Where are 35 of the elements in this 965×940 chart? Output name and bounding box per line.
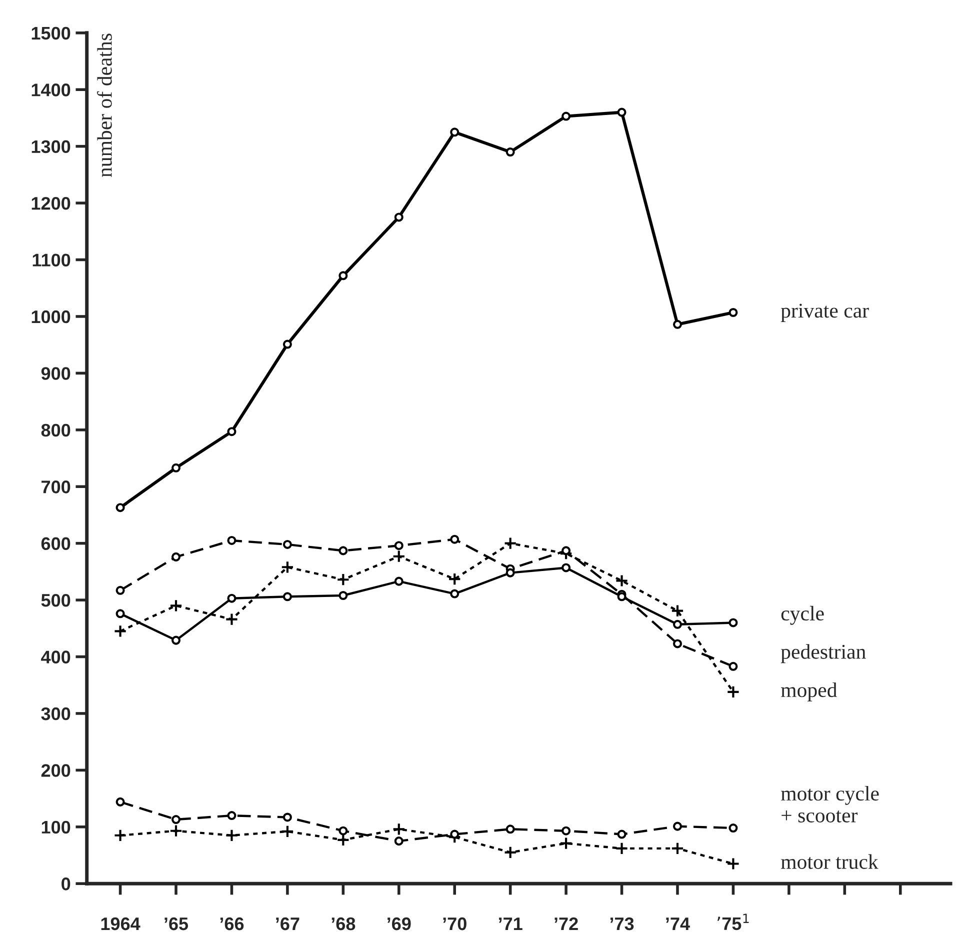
y-tick-label: 300 bbox=[41, 707, 70, 720]
x-tick-label: ’74 bbox=[666, 918, 690, 930]
x-tick-label: ’69 bbox=[388, 917, 411, 930]
y-axis-title: number of deaths bbox=[97, 34, 112, 178]
text: moped bbox=[781, 682, 838, 702]
y-tick-label: 600 bbox=[41, 537, 70, 550]
x-tick-label: ’72 bbox=[554, 917, 578, 930]
x-tick-label: ’75$^{1}$ bbox=[717, 914, 749, 930]
x-tick-label: ’65 bbox=[164, 917, 188, 930]
y-tick-label: 0 bbox=[62, 878, 70, 890]
x-tick-label: ’70 bbox=[443, 917, 466, 930]
y-tick-label: 1000 bbox=[32, 310, 70, 324]
text: pedestrian bbox=[780, 644, 866, 664]
x-tick-label: 1964 bbox=[101, 917, 140, 930]
y-tick-label: 400 bbox=[41, 650, 70, 664]
x-tick-label: ’67 bbox=[276, 917, 300, 930]
x-tick-label: ’71 bbox=[499, 918, 522, 930]
y-tick-label: 1200 bbox=[32, 196, 70, 210]
x-tick-label: ’66 bbox=[220, 917, 244, 930]
y-tick-label: 700 bbox=[42, 480, 70, 494]
text: motor truck bbox=[781, 854, 878, 869]
text: private car bbox=[780, 304, 869, 322]
text: motor cycle + scooter bbox=[781, 786, 879, 822]
y-tick-label: 1400 bbox=[32, 84, 70, 96]
y-tick-label: 500 bbox=[41, 594, 70, 607]
x-tick-label: ’73 bbox=[610, 917, 634, 930]
y-tick-label: 800 bbox=[41, 424, 70, 437]
y-tick-label: 900 bbox=[41, 367, 70, 380]
y-tick-label: 1100 bbox=[32, 254, 70, 266]
x-tick-label: ’68 bbox=[332, 917, 356, 930]
y-tick-label: 1500 bbox=[32, 26, 70, 40]
y-tick-label: 1300 bbox=[32, 140, 70, 154]
y-tick-label: 100 bbox=[42, 820, 70, 834]
text: cycle bbox=[781, 606, 824, 625]
y-tick-label: 200 bbox=[41, 764, 70, 777]
